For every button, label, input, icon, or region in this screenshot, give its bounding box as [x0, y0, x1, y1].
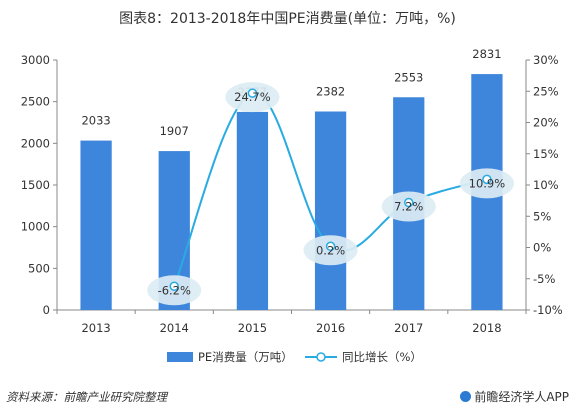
x-axis-tick-label: 2018 — [472, 321, 501, 335]
x-axis-tick-label: 2015 — [238, 321, 267, 335]
x-axis-tick-label: 2014 — [160, 321, 189, 335]
right-axis-tick-label: 5% — [533, 209, 551, 223]
x-axis-tick-label: 2013 — [81, 321, 110, 335]
left-axis-tick-label: 3000 — [21, 53, 50, 67]
legend-bar-label: PE消费量（万吨） — [198, 350, 293, 364]
legend-line-marker — [316, 352, 326, 362]
growth-value-label: -6.2% — [158, 283, 191, 297]
growth-marker — [247, 88, 258, 98]
bar-value-label: 2553 — [394, 70, 423, 84]
right-axis-tick-label: -5% — [533, 272, 555, 286]
x-axis-tick-label: 2017 — [394, 321, 423, 335]
growth-value-label: 7.2% — [394, 200, 423, 214]
bar-value-label: 2033 — [81, 114, 110, 128]
bar — [314, 111, 347, 310]
left-axis-tick-label: 1000 — [21, 220, 50, 234]
right-axis-tick-label: 15% — [533, 147, 559, 161]
right-axis-tick-label: 25% — [533, 84, 559, 98]
right-axis-tick-label: 20% — [533, 116, 559, 130]
bar — [80, 140, 112, 310]
right-axis-tick-label: 0% — [533, 241, 551, 255]
legend-bar-swatch — [167, 352, 193, 362]
bar-value-label: 2382 — [316, 85, 345, 99]
growth-value-label: 24.7% — [234, 90, 271, 104]
bar-value-label: 1907 — [160, 124, 189, 138]
growth-marker — [482, 174, 492, 185]
x-axis-tick-label: 2016 — [316, 321, 345, 335]
bar-value-label: 2831 — [472, 47, 501, 61]
brand-label: 前瞻经济学人APP — [460, 388, 569, 405]
right-axis-tick-label: 10% — [533, 178, 559, 192]
source-note: 资料来源：前瞻产业研究院整理 — [6, 390, 167, 404]
right-axis-tick-label: -10% — [533, 303, 563, 317]
growth-value-label: 0.2% — [316, 243, 345, 257]
left-axis-tick-label: 2000 — [21, 136, 50, 150]
growth-marker — [169, 281, 179, 291]
left-axis-tick-label: 0 — [43, 303, 50, 317]
right-axis-tick-label: 30% — [533, 53, 559, 67]
chart-title: 图表8：2013-2018年中国PE消费量(单位：万吨，%) — [119, 11, 456, 27]
growth-marker — [404, 197, 414, 208]
brand-text: 前瞻经济学人APP — [474, 390, 569, 404]
legend-line-label: 同比增长（%） — [342, 350, 422, 364]
bar — [236, 111, 269, 311]
growth-value-label: 10.9% — [469, 176, 506, 190]
left-axis-tick-label: 500 — [28, 261, 50, 275]
left-axis-tick-label: 2500 — [21, 95, 50, 109]
left-axis-tick-label: 1500 — [21, 178, 50, 192]
brand-logo-icon — [460, 391, 472, 402]
growth-marker — [325, 241, 336, 251]
